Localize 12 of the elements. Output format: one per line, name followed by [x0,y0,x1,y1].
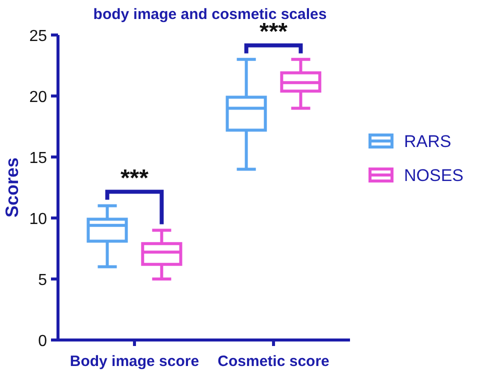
y-tick-label: 10 [29,211,48,228]
x-tick-label: Cosmetic score [218,353,330,370]
y-tick-label: 15 [29,150,48,167]
annotation: *** [120,164,150,192]
y-tick-label: 25 [29,28,48,45]
legend-label: NOSES [404,166,464,185]
y-tick-label: 20 [29,89,48,106]
y-axis-title: Scores [2,157,22,218]
y-tick-label: 5 [38,272,48,289]
y-tick-label: 0 [38,333,48,350]
legend-label: RARS [404,132,452,151]
x-tick-label: Body image score [70,353,200,370]
